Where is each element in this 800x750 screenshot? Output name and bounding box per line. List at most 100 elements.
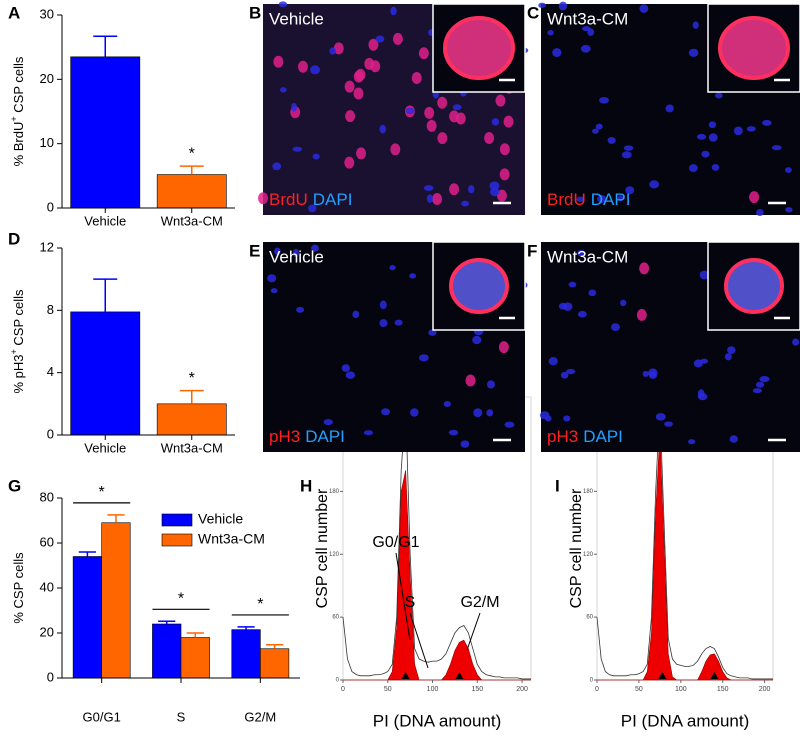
cell-nucleus xyxy=(296,306,305,313)
cell-nucleus xyxy=(499,143,510,156)
micrograph-title: Wnt3a-CM xyxy=(547,247,628,266)
cell-nucleus xyxy=(392,32,403,45)
cell-nucleus xyxy=(461,200,470,207)
stain-label: BrdU DAPI xyxy=(547,190,630,209)
panel-letter: B xyxy=(249,3,261,22)
cell-nucleus xyxy=(452,104,462,111)
peak-marker xyxy=(710,672,719,679)
cell-nucleus xyxy=(364,57,375,70)
panel-letter: E xyxy=(249,241,260,260)
cell-nucleus xyxy=(759,375,770,383)
y-tick-label: 180 xyxy=(583,489,594,495)
cell-nucleus xyxy=(323,418,333,426)
y-tick-label: 4 xyxy=(47,364,54,379)
significance-star: * xyxy=(257,596,263,613)
cell-nucleus xyxy=(756,209,764,216)
cell-nucleus xyxy=(688,164,698,173)
y-tick-label: 60 xyxy=(332,615,339,621)
x-tick-label: 0 xyxy=(595,686,599,693)
x-tick-label: 150 xyxy=(471,686,483,693)
y-tick-label: 8 xyxy=(47,302,54,317)
cell-nucleus xyxy=(625,186,635,195)
y-axis-label-part: + xyxy=(9,116,19,121)
inset-cell xyxy=(449,258,509,314)
x-tick-label: 100 xyxy=(427,686,439,693)
cell-nucleus xyxy=(311,244,319,252)
inset-cell xyxy=(443,16,515,80)
cell-nucleus xyxy=(688,48,699,57)
cell-nucleus xyxy=(344,156,355,169)
cell-nucleus xyxy=(341,364,351,372)
cell-nucleus xyxy=(729,435,738,443)
cell-nucleus xyxy=(308,204,317,213)
cell-nucleus xyxy=(363,430,374,436)
cell-nucleus xyxy=(547,29,554,36)
stain: BrdU xyxy=(269,190,308,209)
cell-nucleus xyxy=(455,112,466,125)
x-tick-label: 50 xyxy=(384,686,392,693)
stain-label: BrdU DAPI xyxy=(269,190,352,209)
y-tick-label: 10 xyxy=(40,135,54,150)
counterstain: DAPI xyxy=(591,190,631,209)
x-tick-label: Wnt3a-CM xyxy=(161,213,223,228)
cell-nucleus xyxy=(715,92,723,99)
cell-nucleus xyxy=(582,26,591,32)
cell-nucleus xyxy=(539,411,550,420)
cell-nucleus xyxy=(692,21,699,29)
cell-nucleus xyxy=(665,104,674,113)
cell-nucleus xyxy=(566,368,576,375)
cell-nucleus xyxy=(595,123,603,130)
cell-nucleus xyxy=(270,288,278,294)
cell-nucleus xyxy=(568,281,577,288)
legend-swatch xyxy=(161,513,193,527)
annotation-leader xyxy=(409,612,429,669)
bar xyxy=(101,522,131,679)
cell-nucleus xyxy=(580,44,591,53)
cell-nucleus xyxy=(552,48,562,58)
cell-nucleus xyxy=(620,299,627,307)
y-axis-label: % pH3+ CSP cells xyxy=(9,289,26,394)
cell-nucleus xyxy=(762,119,772,126)
cell-nucleus xyxy=(423,185,434,191)
y-tick-label: 0 xyxy=(336,678,340,684)
cell-nucleus xyxy=(258,192,269,205)
cell-nucleus xyxy=(597,194,607,204)
peak-marker xyxy=(401,672,410,679)
x-axis-label: PI (DNA amount) xyxy=(373,711,502,730)
cell-nucleus xyxy=(784,167,792,174)
bar xyxy=(231,629,261,679)
y-axis-label-part: % pH3 xyxy=(11,355,26,394)
cell-nucleus xyxy=(418,47,429,60)
panel-letter: H xyxy=(300,476,312,495)
panel-letter: I xyxy=(555,476,560,495)
cell-nucleus xyxy=(642,370,649,378)
cell-nucleus xyxy=(752,388,762,394)
cell-nucleus xyxy=(576,196,585,203)
y-axis-label-part: % CSP cells xyxy=(11,552,26,624)
cell-nucleus xyxy=(472,335,482,345)
inset-cell xyxy=(718,16,790,80)
cell-nucleus xyxy=(432,193,443,206)
cell-nucleus xyxy=(356,147,367,160)
y-tick-label: 80 xyxy=(40,489,54,504)
y-tick-label: 0 xyxy=(47,426,54,441)
cell-nucleus xyxy=(558,1,568,11)
cell-nucleus xyxy=(592,128,599,134)
cell-nucleus xyxy=(577,310,587,318)
cell-nucleus xyxy=(486,380,495,389)
cell-nucleus xyxy=(746,126,756,132)
y-axis-label-part: CSP cell number xyxy=(314,488,331,608)
cell-nucleus xyxy=(538,2,546,8)
cell-nucleus xyxy=(460,440,470,448)
cell-nucleus xyxy=(467,185,475,194)
x-tick-label: 200 xyxy=(759,686,771,693)
cell-nucleus xyxy=(437,132,448,145)
cell-nucleus xyxy=(491,118,500,126)
y-tick-label: 0 xyxy=(590,678,594,684)
micrograph-title: Wnt3a-CM xyxy=(547,9,628,28)
y-tick-label: 60 xyxy=(40,534,54,549)
cell-nucleus xyxy=(410,408,419,417)
y-axis-label-part: % BrdU xyxy=(11,122,26,167)
x-tick-label: Vehicle xyxy=(84,213,126,228)
